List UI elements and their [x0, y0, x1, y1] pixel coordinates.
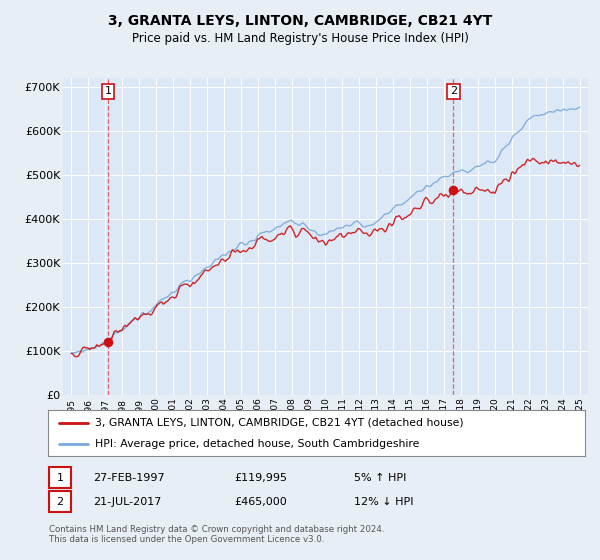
Text: 5% ↑ HPI: 5% ↑ HPI	[354, 473, 406, 483]
Text: 2: 2	[450, 86, 457, 96]
Text: 1: 1	[104, 86, 112, 96]
Text: £465,000: £465,000	[234, 497, 287, 507]
Text: Contains HM Land Registry data © Crown copyright and database right 2024.
This d: Contains HM Land Registry data © Crown c…	[49, 525, 385, 544]
Point	[449, 186, 458, 195]
Text: 1: 1	[56, 473, 64, 483]
Text: 21-JUL-2017: 21-JUL-2017	[93, 497, 161, 507]
Text: 3, GRANTA LEYS, LINTON, CAMBRIDGE, CB21 4YT (detached house): 3, GRANTA LEYS, LINTON, CAMBRIDGE, CB21 …	[95, 418, 464, 428]
Text: £119,995: £119,995	[234, 473, 287, 483]
Text: 3, GRANTA LEYS, LINTON, CAMBRIDGE, CB21 4YT: 3, GRANTA LEYS, LINTON, CAMBRIDGE, CB21 …	[108, 14, 492, 28]
Text: 27-FEB-1997: 27-FEB-1997	[93, 473, 164, 483]
Point	[103, 338, 113, 347]
Text: 2: 2	[56, 497, 64, 507]
Text: 12% ↓ HPI: 12% ↓ HPI	[354, 497, 413, 507]
Text: HPI: Average price, detached house, South Cambridgeshire: HPI: Average price, detached house, Sout…	[95, 439, 419, 449]
Text: Price paid vs. HM Land Registry's House Price Index (HPI): Price paid vs. HM Land Registry's House …	[131, 32, 469, 45]
